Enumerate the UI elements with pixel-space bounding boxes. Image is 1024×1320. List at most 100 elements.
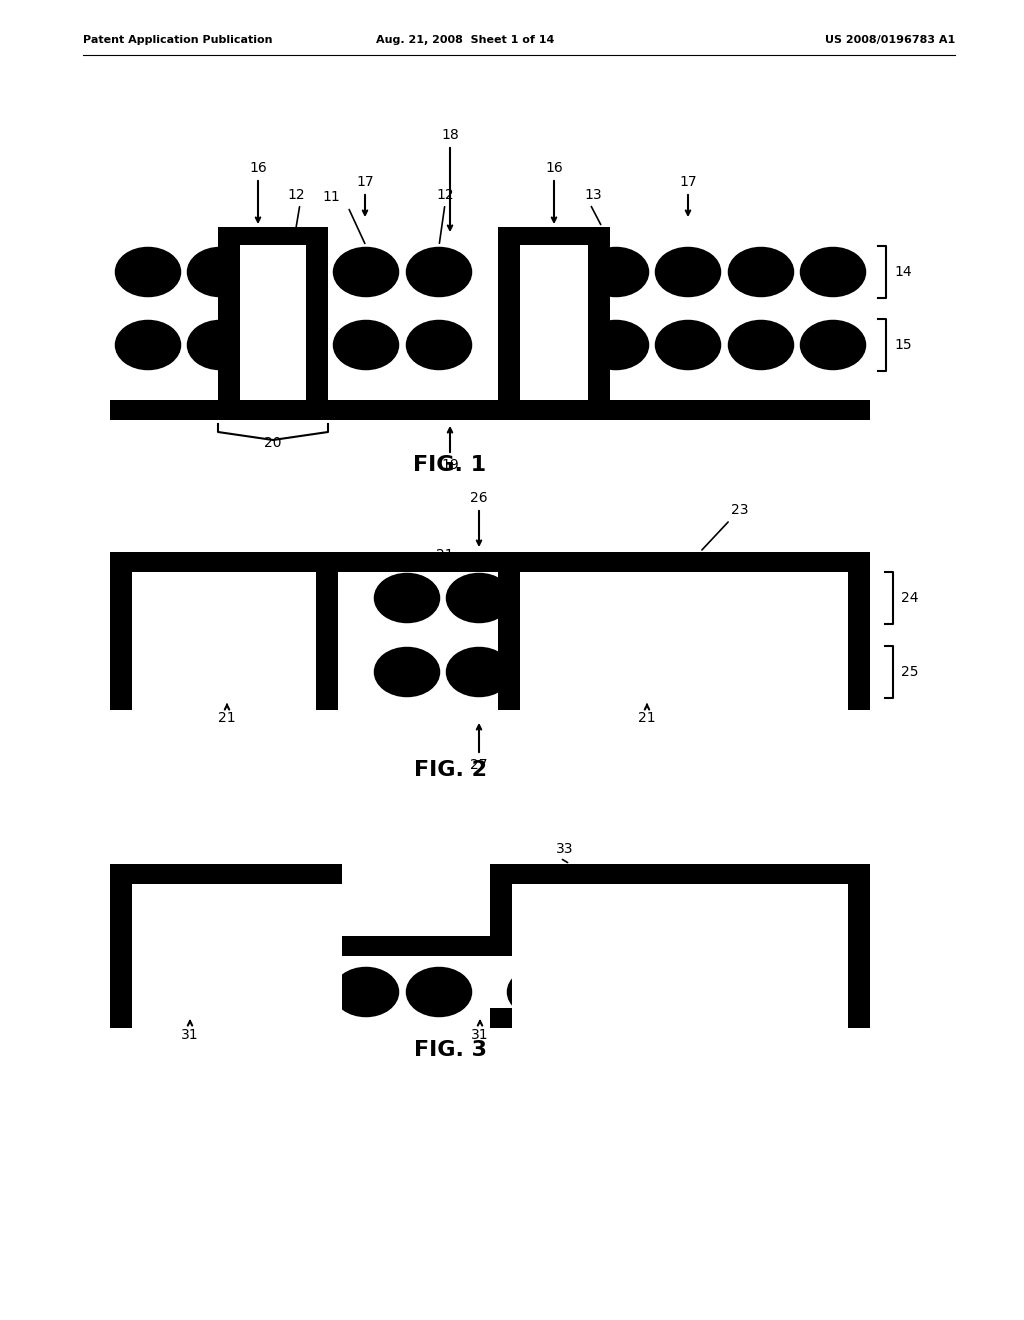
Ellipse shape bbox=[447, 648, 511, 696]
Bar bbox=[490, 865, 512, 956]
Ellipse shape bbox=[267, 648, 331, 696]
Text: 13: 13 bbox=[584, 187, 602, 202]
Ellipse shape bbox=[688, 574, 752, 622]
Ellipse shape bbox=[261, 321, 325, 370]
Ellipse shape bbox=[407, 968, 471, 1016]
Bar bbox=[306, 246, 328, 400]
Ellipse shape bbox=[801, 248, 865, 296]
Ellipse shape bbox=[188, 896, 252, 944]
Ellipse shape bbox=[798, 896, 862, 944]
Bar bbox=[498, 227, 610, 246]
Ellipse shape bbox=[261, 896, 325, 944]
Bar bbox=[218, 227, 328, 246]
Bar bbox=[132, 884, 342, 1028]
Ellipse shape bbox=[123, 648, 187, 696]
Ellipse shape bbox=[508, 896, 572, 944]
Ellipse shape bbox=[407, 248, 471, 296]
Ellipse shape bbox=[511, 321, 575, 370]
Ellipse shape bbox=[581, 968, 645, 1016]
Ellipse shape bbox=[656, 321, 720, 370]
Text: 27: 27 bbox=[470, 758, 487, 772]
Text: 31: 31 bbox=[181, 1028, 199, 1041]
Text: 16: 16 bbox=[545, 161, 563, 176]
Ellipse shape bbox=[542, 574, 606, 622]
Text: 33: 33 bbox=[556, 842, 573, 855]
Text: 21: 21 bbox=[218, 711, 236, 725]
Ellipse shape bbox=[334, 896, 398, 944]
Ellipse shape bbox=[188, 321, 252, 370]
Ellipse shape bbox=[508, 968, 572, 1016]
Text: 12: 12 bbox=[287, 187, 305, 202]
Bar bbox=[512, 884, 848, 1028]
Text: Aug. 21, 2008  Sheet 1 of 14: Aug. 21, 2008 Sheet 1 of 14 bbox=[376, 36, 554, 45]
Text: FIG. 3: FIG. 3 bbox=[414, 1040, 486, 1060]
Bar bbox=[342, 884, 490, 936]
Bar bbox=[498, 572, 520, 710]
Bar bbox=[319, 936, 490, 956]
Text: 31: 31 bbox=[471, 1028, 488, 1041]
Ellipse shape bbox=[116, 968, 180, 1016]
Text: FIG. 1: FIG. 1 bbox=[414, 455, 486, 475]
Text: 23: 23 bbox=[731, 503, 749, 517]
Bar bbox=[848, 572, 870, 710]
Text: 20: 20 bbox=[264, 436, 282, 450]
Ellipse shape bbox=[407, 321, 471, 370]
Ellipse shape bbox=[511, 248, 575, 296]
Text: 24: 24 bbox=[901, 591, 919, 605]
Ellipse shape bbox=[407, 896, 471, 944]
Ellipse shape bbox=[188, 248, 252, 296]
Text: 25: 25 bbox=[901, 665, 919, 678]
Bar bbox=[848, 865, 870, 1028]
Ellipse shape bbox=[615, 648, 679, 696]
Text: 26: 26 bbox=[470, 491, 487, 506]
Bar bbox=[110, 865, 132, 1028]
Ellipse shape bbox=[654, 896, 718, 944]
Ellipse shape bbox=[334, 321, 398, 370]
Bar bbox=[110, 572, 132, 710]
Ellipse shape bbox=[334, 248, 398, 296]
Text: 12: 12 bbox=[436, 187, 454, 202]
Text: 21: 21 bbox=[638, 711, 655, 725]
Ellipse shape bbox=[726, 896, 790, 944]
Ellipse shape bbox=[116, 896, 180, 944]
Text: 16: 16 bbox=[249, 161, 267, 176]
Bar bbox=[316, 572, 338, 710]
Bar bbox=[110, 552, 870, 572]
Ellipse shape bbox=[798, 968, 862, 1016]
Ellipse shape bbox=[615, 574, 679, 622]
Text: FIG. 2: FIG. 2 bbox=[414, 760, 486, 780]
Text: US 2008/0196783 A1: US 2008/0196783 A1 bbox=[824, 36, 955, 45]
Ellipse shape bbox=[123, 574, 187, 622]
Bar bbox=[218, 246, 240, 400]
Ellipse shape bbox=[729, 248, 793, 296]
Text: 19: 19 bbox=[441, 458, 459, 473]
Text: 15: 15 bbox=[894, 338, 911, 352]
Ellipse shape bbox=[761, 648, 825, 696]
Bar bbox=[520, 246, 588, 400]
Ellipse shape bbox=[688, 648, 752, 696]
Ellipse shape bbox=[188, 968, 252, 1016]
Bar bbox=[240, 246, 306, 400]
Ellipse shape bbox=[334, 968, 398, 1016]
Text: Patent Application Publication: Patent Application Publication bbox=[83, 36, 272, 45]
Text: 14: 14 bbox=[894, 265, 911, 279]
Bar bbox=[110, 1008, 342, 1028]
Ellipse shape bbox=[729, 321, 793, 370]
Text: 17: 17 bbox=[679, 176, 696, 189]
Bar bbox=[110, 400, 870, 420]
Ellipse shape bbox=[542, 648, 606, 696]
Ellipse shape bbox=[261, 248, 325, 296]
Ellipse shape bbox=[195, 648, 259, 696]
Bar bbox=[319, 865, 342, 956]
Bar bbox=[132, 987, 342, 1008]
Bar bbox=[498, 246, 520, 400]
Ellipse shape bbox=[656, 248, 720, 296]
Bar bbox=[588, 246, 610, 400]
Bar bbox=[512, 987, 848, 1008]
Ellipse shape bbox=[584, 248, 648, 296]
Bar bbox=[110, 865, 342, 884]
Ellipse shape bbox=[726, 968, 790, 1016]
Bar bbox=[490, 1008, 870, 1028]
Ellipse shape bbox=[584, 321, 648, 370]
Ellipse shape bbox=[116, 248, 180, 296]
